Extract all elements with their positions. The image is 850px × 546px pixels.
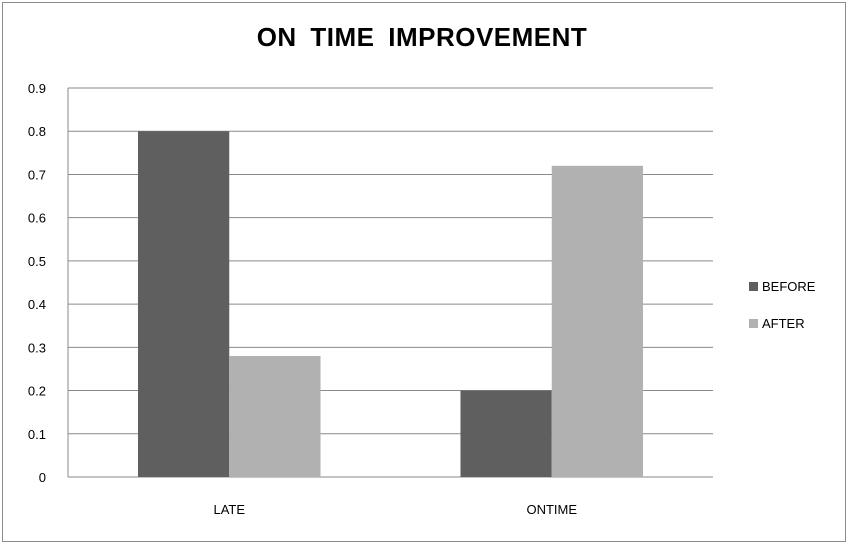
legend-label-before: BEFORE (762, 279, 816, 294)
bar-before-late (137, 131, 230, 477)
legend-swatch-before (749, 282, 758, 291)
legend-swatch-after (749, 319, 758, 328)
y-axis-ticks: 0 0.1 0.2 0.3 0.4 0.5 0.6 0.7 0.8 0.9 (28, 81, 46, 485)
chart-title: ON TIME IMPROVEMENT (256, 22, 588, 52)
y-tick-label: 0.3 (28, 340, 46, 355)
y-tick-label: 0 (39, 470, 46, 485)
y-tick-label: 0.4 (28, 297, 46, 312)
bar-after-ontime (551, 165, 644, 478)
legend-label-after: AFTER (762, 316, 805, 331)
y-tick-label: 0.2 (28, 384, 46, 399)
y-tick-label: 0.7 (28, 167, 46, 182)
x-axis-categories: LATE ONTIME (213, 502, 577, 517)
legend: BEFORE AFTER (749, 279, 816, 331)
bar-after-late (229, 355, 321, 477)
y-tick-label: 0.6 (28, 211, 46, 226)
x-category-label: LATE (213, 502, 245, 517)
y-tick-label: 0.9 (28, 81, 46, 96)
y-tick-label: 0.5 (28, 254, 46, 269)
y-tick-label: 0.1 (28, 427, 46, 442)
y-tick-label: 0.8 (28, 124, 46, 139)
bars (137, 131, 644, 478)
bar-before-ontime (460, 390, 552, 477)
x-category-label: ONTIME (526, 502, 577, 517)
